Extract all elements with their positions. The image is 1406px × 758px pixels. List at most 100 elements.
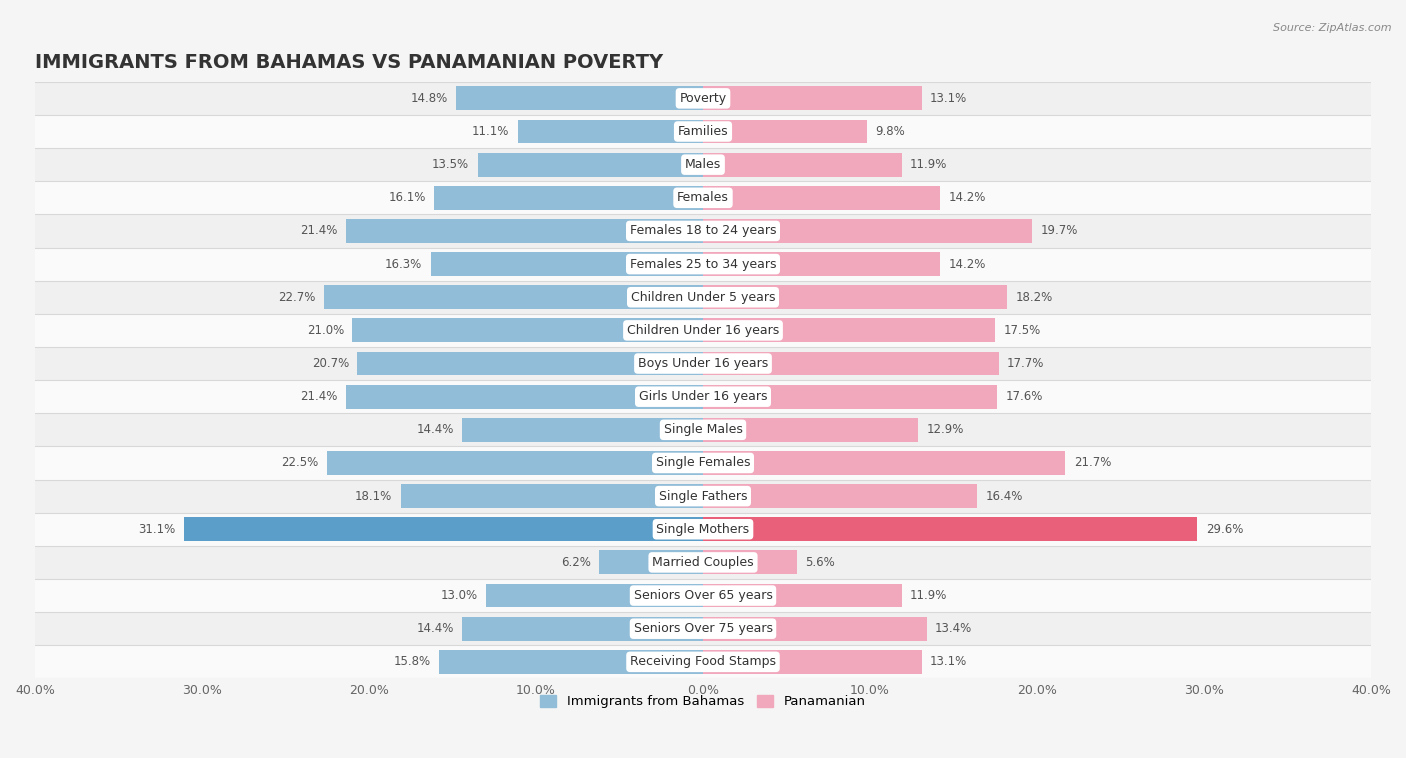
Text: Source: ZipAtlas.com: Source: ZipAtlas.com xyxy=(1274,23,1392,33)
Text: 12.9%: 12.9% xyxy=(927,423,965,437)
Text: 13.1%: 13.1% xyxy=(931,656,967,669)
Text: 14.4%: 14.4% xyxy=(416,622,454,635)
Bar xyxy=(353,318,703,343)
Text: 31.1%: 31.1% xyxy=(138,523,176,536)
Text: 14.2%: 14.2% xyxy=(949,258,986,271)
Bar xyxy=(35,380,1371,413)
Bar xyxy=(463,617,703,641)
Bar xyxy=(401,484,703,508)
Bar xyxy=(357,352,703,375)
Bar xyxy=(703,584,901,607)
Text: Females: Females xyxy=(678,191,728,205)
Bar xyxy=(703,252,941,276)
Bar xyxy=(486,584,703,607)
Text: 16.3%: 16.3% xyxy=(385,258,422,271)
Bar xyxy=(346,219,703,243)
Text: Girls Under 16 years: Girls Under 16 years xyxy=(638,390,768,403)
Text: 11.9%: 11.9% xyxy=(910,589,948,602)
Text: 18.2%: 18.2% xyxy=(1015,291,1053,304)
Text: 19.7%: 19.7% xyxy=(1040,224,1078,237)
Bar xyxy=(434,186,703,210)
Bar xyxy=(35,645,1371,678)
Bar xyxy=(703,451,1066,475)
Bar xyxy=(703,219,1032,243)
Bar xyxy=(184,517,703,541)
Text: 11.9%: 11.9% xyxy=(910,158,948,171)
Text: 14.4%: 14.4% xyxy=(416,423,454,437)
Bar xyxy=(35,248,1371,280)
Text: 11.1%: 11.1% xyxy=(472,125,509,138)
Bar xyxy=(456,86,703,111)
Bar xyxy=(35,215,1371,248)
Text: Boys Under 16 years: Boys Under 16 years xyxy=(638,357,768,370)
Bar xyxy=(703,318,995,343)
Text: Single Mothers: Single Mothers xyxy=(657,523,749,536)
Text: 16.4%: 16.4% xyxy=(986,490,1022,503)
Text: 13.5%: 13.5% xyxy=(432,158,470,171)
Bar xyxy=(35,612,1371,645)
Bar xyxy=(35,314,1371,347)
Text: Married Couples: Married Couples xyxy=(652,556,754,569)
Bar xyxy=(703,352,998,375)
Bar xyxy=(35,480,1371,512)
Text: Seniors Over 75 years: Seniors Over 75 years xyxy=(634,622,772,635)
Bar xyxy=(35,82,1371,115)
Bar xyxy=(703,418,918,442)
Bar xyxy=(35,115,1371,148)
Text: 13.1%: 13.1% xyxy=(931,92,967,105)
Bar xyxy=(703,120,866,143)
Bar xyxy=(517,120,703,143)
Bar xyxy=(703,617,927,641)
Bar xyxy=(35,579,1371,612)
Bar xyxy=(35,347,1371,380)
Legend: Immigrants from Bahamas, Panamanian: Immigrants from Bahamas, Panamanian xyxy=(536,690,870,713)
Text: Children Under 5 years: Children Under 5 years xyxy=(631,291,775,304)
Bar xyxy=(439,650,703,674)
Text: Poverty: Poverty xyxy=(679,92,727,105)
Text: 17.5%: 17.5% xyxy=(1004,324,1040,337)
Text: 22.7%: 22.7% xyxy=(278,291,315,304)
Bar xyxy=(478,152,703,177)
Text: 21.4%: 21.4% xyxy=(299,390,337,403)
Text: Single Females: Single Females xyxy=(655,456,751,469)
Bar xyxy=(463,418,703,442)
Text: Females 25 to 34 years: Females 25 to 34 years xyxy=(630,258,776,271)
Text: 5.6%: 5.6% xyxy=(804,556,835,569)
Text: Females 18 to 24 years: Females 18 to 24 years xyxy=(630,224,776,237)
Bar xyxy=(703,385,997,409)
Text: 13.0%: 13.0% xyxy=(440,589,478,602)
Bar xyxy=(703,285,1007,309)
Bar xyxy=(703,517,1198,541)
Bar xyxy=(703,186,941,210)
Bar xyxy=(346,385,703,409)
Text: Children Under 16 years: Children Under 16 years xyxy=(627,324,779,337)
Text: Single Males: Single Males xyxy=(664,423,742,437)
Text: IMMIGRANTS FROM BAHAMAS VS PANAMANIAN POVERTY: IMMIGRANTS FROM BAHAMAS VS PANAMANIAN PO… xyxy=(35,53,664,72)
Text: 21.4%: 21.4% xyxy=(299,224,337,237)
Bar xyxy=(35,280,1371,314)
Bar xyxy=(703,86,922,111)
Text: 15.8%: 15.8% xyxy=(394,656,430,669)
Text: Families: Families xyxy=(678,125,728,138)
Text: 13.4%: 13.4% xyxy=(935,622,973,635)
Text: 16.1%: 16.1% xyxy=(388,191,426,205)
Bar xyxy=(35,413,1371,446)
Bar xyxy=(328,451,703,475)
Text: 17.6%: 17.6% xyxy=(1005,390,1043,403)
Bar xyxy=(323,285,703,309)
Text: Single Fathers: Single Fathers xyxy=(659,490,747,503)
Bar xyxy=(35,546,1371,579)
Bar xyxy=(35,446,1371,480)
Bar xyxy=(703,550,797,575)
Text: 21.7%: 21.7% xyxy=(1074,456,1111,469)
Bar xyxy=(430,252,703,276)
Bar xyxy=(35,148,1371,181)
Text: 29.6%: 29.6% xyxy=(1206,523,1243,536)
Bar xyxy=(599,550,703,575)
Text: 14.2%: 14.2% xyxy=(949,191,986,205)
Text: 14.8%: 14.8% xyxy=(411,92,447,105)
Bar xyxy=(703,650,922,674)
Text: 20.7%: 20.7% xyxy=(312,357,349,370)
Text: 21.0%: 21.0% xyxy=(307,324,344,337)
Text: Males: Males xyxy=(685,158,721,171)
